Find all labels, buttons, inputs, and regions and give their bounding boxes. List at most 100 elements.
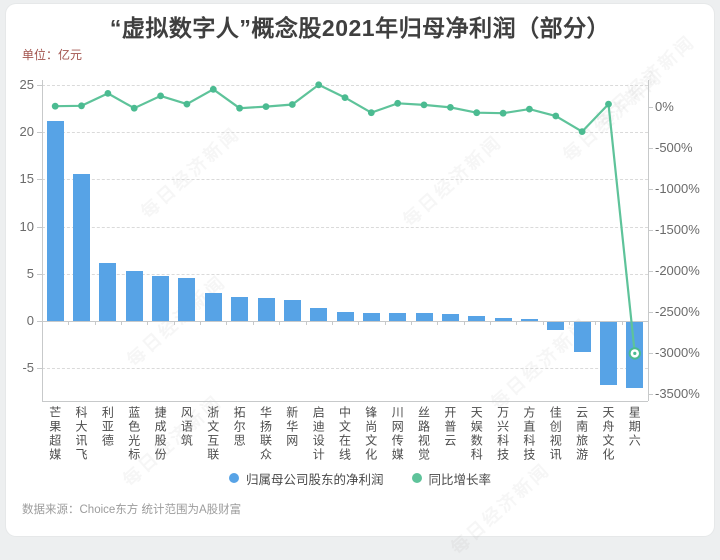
chart-stage: 每日经济新闻 每日经济新闻 每日经济新闻 每日经济新闻 每日经济新闻 每日经济新闻 每日经济… — [0, 15, 720, 516]
watermark-text: 每日经济新闻 — [137, 123, 245, 223]
category-label: 万兴科技 — [495, 406, 510, 462]
bar-万兴科技[interactable] — [494, 318, 512, 321]
category-label: 捷成股份 — [153, 406, 168, 462]
category-tick — [121, 321, 122, 325]
growth-point-万兴科技[interactable] — [499, 109, 507, 117]
bar-科大讯飞[interactable] — [73, 173, 90, 321]
legend: 归属母公司股东的净利润 同比增长率 — [0, 468, 720, 488]
bar-拓尔思[interactable] — [231, 297, 249, 321]
category-label: 科大讯飞 — [74, 406, 88, 462]
right-axis-tick-label: -2500% — [655, 304, 700, 320]
category-label: 川网传媒 — [390, 406, 405, 462]
category-tick — [173, 321, 175, 325]
category-label: 启迪设计 — [311, 406, 326, 462]
right-axis-tick-label: -1500% — [655, 222, 700, 238]
growth-point-蓝色光标[interactable] — [130, 104, 138, 112]
left-axis-tick-label: 15 — [19, 171, 34, 187]
growth-point-风语筑[interactable] — [183, 100, 191, 108]
bar-蓝色光标[interactable] — [125, 271, 143, 321]
left-axis-tick — [37, 179, 42, 181]
right-axis-tick-label: -3000% — [655, 345, 700, 361]
gridline — [42, 85, 648, 86]
bar-丝路视觉[interactable] — [415, 313, 433, 321]
growth-point-捷成股份[interactable] — [157, 92, 165, 100]
growth-point-华扬联众[interactable] — [262, 103, 270, 110]
right-axis-tick-label: -1000% — [655, 181, 700, 197]
category-tick — [384, 321, 386, 325]
bar-利亚德[interactable] — [99, 262, 117, 321]
category-tick — [252, 321, 254, 325]
growth-point-科大讯飞[interactable] — [78, 102, 85, 110]
category-tick — [68, 321, 70, 325]
category-tick — [279, 321, 281, 325]
category-tick — [595, 321, 597, 325]
left-axis-line — [42, 80, 43, 401]
growth-point-开普云[interactable] — [447, 104, 454, 111]
category-label: 拓尔思 — [232, 406, 247, 448]
category-tick — [437, 321, 439, 325]
growth-point-新华网[interactable] — [288, 101, 296, 108]
category-label: 天娱数科 — [469, 406, 484, 462]
bar-捷成股份[interactable] — [152, 275, 170, 321]
bar-开普云[interactable] — [441, 314, 459, 321]
legend-profit-marker-icon — [228, 473, 239, 483]
category-tick — [489, 321, 491, 325]
bar-中文在线[interactable] — [336, 311, 354, 321]
growth-point-芒果超媒[interactable] — [51, 102, 59, 110]
growth-point-中文在线[interactable] — [341, 94, 349, 101]
legend-item-growth-rate[interactable]: 同比增长率 — [411, 469, 492, 488]
right-axis-tick — [648, 148, 653, 150]
bar-启迪设计[interactable] — [310, 307, 328, 321]
growth-point-丝路视觉[interactable] — [420, 101, 428, 109]
category-label: 蓝色光标 — [126, 406, 141, 462]
growth-point-天舟文化[interactable] — [605, 100, 612, 108]
growth-point-浙文互联[interactable] — [209, 85, 217, 93]
bar-天娱数科[interactable] — [468, 316, 486, 321]
right-axis-tick — [648, 189, 653, 191]
left-axis-tick-label: 25 — [19, 77, 34, 92]
bar-天舟文化[interactable] — [600, 322, 617, 386]
right-axis-tick-label: 0% — [655, 99, 674, 114]
bar-浙文互联[interactable] — [204, 292, 222, 321]
category-label: 锋尚文化 — [363, 406, 378, 462]
bar-新华网[interactable] — [283, 300, 301, 321]
category-tick — [569, 321, 570, 325]
growth-point-川网传媒[interactable] — [394, 99, 402, 107]
growth-point-天娱数科[interactable] — [473, 109, 481, 117]
category-label: 星期六 — [627, 406, 642, 448]
gridline — [42, 132, 648, 134]
bar-云南旅游[interactable] — [573, 322, 591, 353]
growth-point-方直科技[interactable] — [526, 105, 533, 113]
bar-锋尚文化[interactable] — [362, 312, 380, 321]
growth-point-锋尚文化[interactable] — [367, 109, 375, 117]
gridline — [42, 368, 648, 370]
bar-芒果超媒[interactable] — [46, 120, 64, 321]
growth-point-拓尔思[interactable] — [236, 104, 244, 112]
category-label: 华扬联众 — [258, 406, 273, 462]
bar-风语筑[interactable] — [178, 277, 196, 321]
category-tick — [542, 321, 544, 325]
category-tick — [200, 321, 202, 325]
left-axis-tick — [37, 368, 42, 370]
gridline — [42, 179, 648, 181]
legend-growth-label: 同比增长率 — [428, 472, 492, 487]
legend-item-net-profit[interactable]: 归属母公司股东的净利润 — [228, 469, 384, 488]
bar-华扬联众[interactable] — [257, 298, 275, 321]
right-axis-tick — [648, 271, 653, 273]
right-axis-line — [648, 80, 649, 401]
category-tick — [463, 321, 465, 325]
left-axis-tick — [37, 132, 42, 134]
left-axis-tick-label: 5 — [26, 265, 34, 281]
growth-point-佳创视讯[interactable] — [552, 112, 560, 120]
bar-佳创视讯[interactable] — [547, 322, 565, 330]
category-label: 新华网 — [284, 406, 299, 448]
left-axis-tick-label: 10 — [19, 218, 34, 234]
category-tick — [648, 321, 649, 325]
category-label: 风语筑 — [179, 406, 194, 448]
category-label: 天舟文化 — [601, 406, 615, 462]
growth-point-利亚德[interactable] — [104, 90, 112, 97]
bar-川网传媒[interactable] — [389, 313, 407, 321]
category-label: 方直科技 — [521, 406, 536, 462]
bar-方直科技[interactable] — [520, 318, 538, 321]
bar-星期六[interactable] — [626, 322, 644, 388]
